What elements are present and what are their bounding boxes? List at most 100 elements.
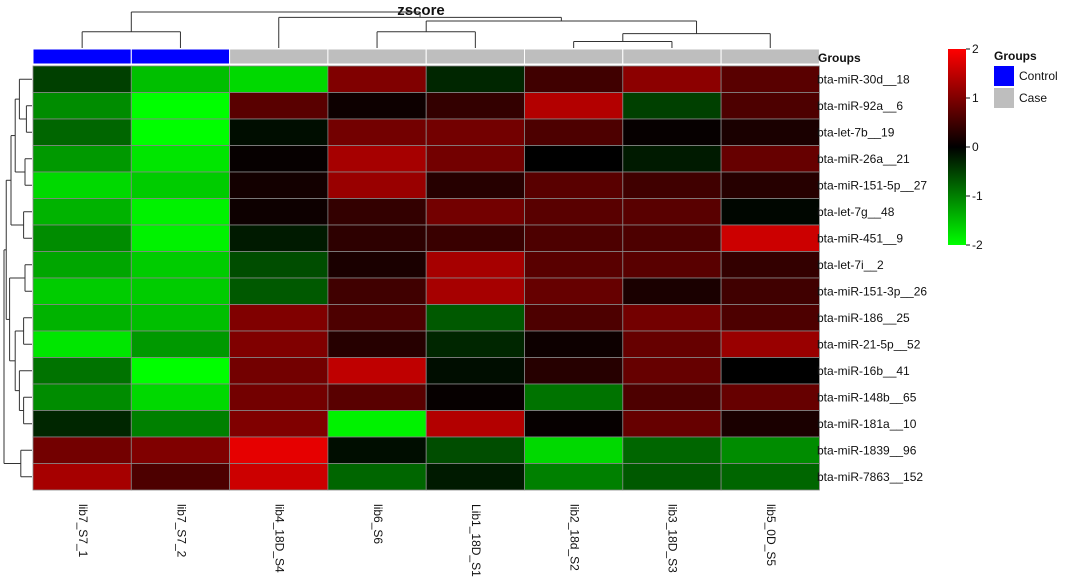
color-scale-tick-label: 1 (972, 91, 979, 105)
heatmap-cell (229, 198, 329, 226)
heatmap-cell (720, 251, 820, 279)
heatmap-cell (327, 357, 427, 385)
heatmap-cell (622, 277, 722, 305)
heatmap-cell (622, 251, 722, 279)
heatmap-cell (327, 304, 427, 332)
group-annotation-cell (524, 48, 624, 65)
heatmap-cell (425, 92, 525, 120)
heatmap-cell (130, 463, 231, 491)
heatmap-cell (130, 304, 231, 332)
group-legend-swatch (994, 66, 1014, 86)
heatmap-cell (622, 92, 722, 120)
row-label: bta-miR-151-3p__26 (817, 284, 927, 298)
heatmap-cell (622, 463, 722, 491)
heatmap-cell (130, 198, 231, 226)
heatmap-cell (32, 118, 132, 146)
heatmap-cell (720, 198, 820, 226)
heatmap-cell (229, 304, 329, 332)
heatmap-cell (32, 224, 132, 252)
heatmap-cell (32, 304, 132, 332)
row-label: bta-let-7i__2 (817, 258, 884, 272)
heatmap-cell (720, 304, 820, 332)
heatmap-cell (622, 145, 722, 173)
heatmap-cell (425, 304, 525, 332)
heatmap-cell (622, 330, 722, 358)
heatmap-cell (327, 65, 427, 93)
heatmap-cell (524, 118, 624, 146)
heatmap-cell (32, 436, 132, 464)
heatmap-cell (327, 463, 427, 491)
column-label: lib6_S6 (371, 504, 385, 544)
heatmap-cell (32, 198, 132, 226)
heatmap-cell (32, 357, 132, 385)
group-annotation-cell (32, 48, 132, 65)
heatmap-cell (524, 330, 624, 358)
heatmap-cell (720, 383, 820, 411)
row-label: bta-miR-186__25 (817, 311, 910, 325)
heatmap-cell (622, 118, 722, 146)
heatmap-cell (32, 383, 132, 411)
heatmap-cell (720, 171, 820, 199)
column-label: lib2_18d_S2 (567, 504, 581, 571)
heatmap-cell (32, 145, 132, 173)
group-annotation-cell (720, 48, 820, 65)
heatmap-cell (524, 436, 624, 464)
heatmap-cell (32, 330, 132, 358)
row-label: bta-miR-92a__6 (817, 99, 903, 113)
heatmap-cell (327, 145, 427, 173)
column-label: lib5_0D_S5 (764, 504, 778, 566)
heatmap-cell (622, 171, 722, 199)
heatmap-cell (425, 410, 525, 438)
heatmap-cell (327, 92, 427, 120)
group-annotation-label: Groups (818, 51, 861, 65)
heatmap-cell (130, 251, 231, 279)
heatmap-cell (720, 436, 820, 464)
row-label: bta-miR-451__9 (817, 231, 903, 245)
heatmap-cell (32, 463, 132, 491)
heatmap-cell (327, 251, 427, 279)
group-legend-label: Case (1019, 91, 1047, 105)
heatmap-cell (229, 410, 329, 438)
color-scale-tick-label: -1 (972, 189, 983, 203)
heatmap-cell (32, 251, 132, 279)
heatmap-cell (32, 171, 132, 199)
heatmap-cell (130, 357, 231, 385)
row-label: bta-let-7b__19 (817, 125, 895, 139)
heatmap-cell (229, 92, 329, 120)
heatmap-cell (425, 171, 525, 199)
row-label: bta-miR-16b__41 (817, 364, 910, 378)
heatmap-cell (130, 330, 231, 358)
heatmap-cell (327, 383, 427, 411)
chart-title: zscore (397, 2, 445, 19)
column-label: lib7_S7_2 (174, 504, 188, 558)
heatmap-cell (720, 357, 820, 385)
heatmap-cell (130, 410, 231, 438)
heatmap-cell (720, 65, 820, 93)
color-scale-tick-label: 0 (972, 140, 979, 154)
color-scale-bar (948, 49, 966, 245)
column-label: lib7_S7_1 (76, 504, 90, 558)
heatmap-cell (229, 330, 329, 358)
heatmap-cell (622, 410, 722, 438)
heatmap-cell (327, 224, 427, 252)
color-scale-ticks: 2 1 0 -1 -2 (966, 42, 983, 252)
heatmap-cell (524, 198, 624, 226)
heatmap-cell (32, 92, 132, 120)
heatmap-cell (130, 383, 231, 411)
heatmap-cell (524, 224, 624, 252)
heatmap-cell (130, 118, 231, 146)
group-legend-label: Control (1019, 69, 1058, 83)
heatmap-cell (720, 118, 820, 146)
group-annotation-cell (327, 48, 427, 65)
row-labels: bta-miR-30d__18 bta-miR-92a__6 bta-let-7b_… (817, 72, 927, 483)
heatmap-cell (622, 65, 722, 93)
heatmap-cell (425, 145, 525, 173)
row-label: bta-miR-148b__65 (817, 390, 917, 404)
color-scale-tick-label: -2 (972, 238, 983, 252)
color-scale-tick-label: 2 (972, 42, 979, 56)
group-annotation-bar (32, 48, 820, 65)
row-label: bta-miR-181a__10 (817, 417, 917, 431)
heatmap-cell (229, 251, 329, 279)
heatmap-cell (327, 118, 427, 146)
